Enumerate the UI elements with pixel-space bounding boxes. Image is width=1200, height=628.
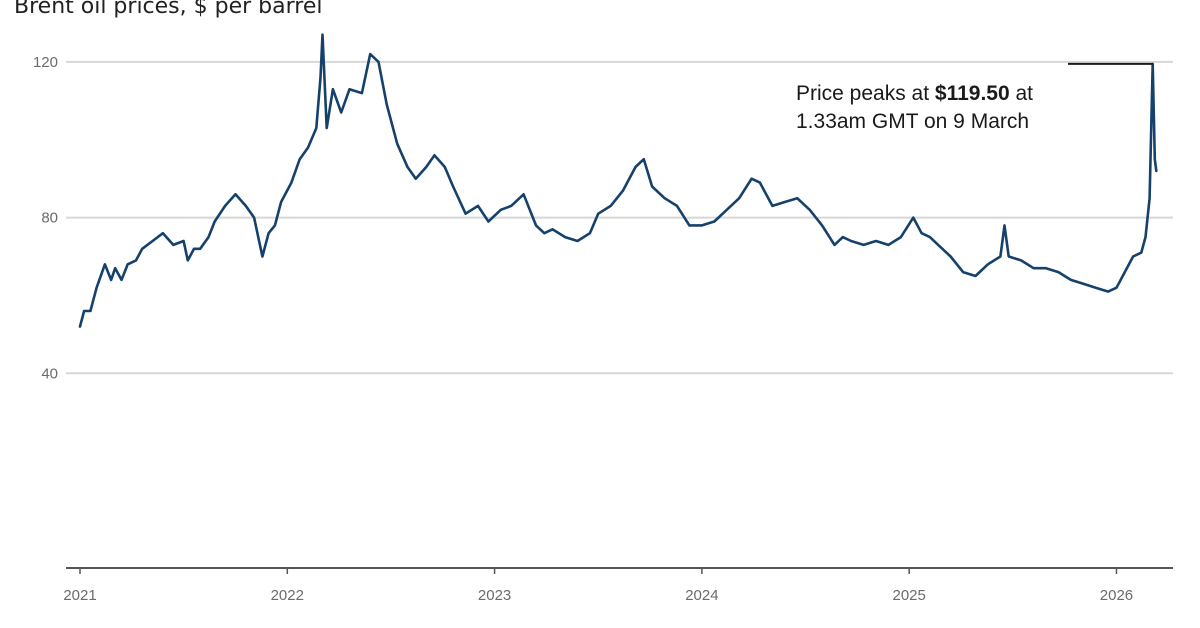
annotation-text-line2: 1.33am GMT on 9 March <box>796 110 1029 133</box>
y-tick-label-120: 120 <box>33 54 58 71</box>
x-tick-label-2025: 2025 <box>892 587 925 604</box>
x-axis-ticks: 2021 2022 2023 2024 2025 2026 <box>63 568 1133 604</box>
chart-title: Brent oil prices, $ per barrel <box>14 0 323 19</box>
y-tick-label-80: 80 <box>41 210 58 227</box>
y-axis-labels: 40 80 120 <box>33 54 58 382</box>
annotation-price: $119.50 <box>935 82 1010 105</box>
x-tick-label-2021: 2021 <box>63 587 96 604</box>
annotation-text-before: Price peaks at <box>796 82 935 105</box>
gridlines <box>66 60 1173 375</box>
peak-annotation: Price peaks at $119.50 at 1.33am GMT on … <box>796 62 1153 133</box>
x-tick-label-2024: 2024 <box>685 587 718 604</box>
x-tick-label-2022: 2022 <box>271 587 304 604</box>
series-layer <box>78 33 1158 328</box>
annotation-text-line1: Price peaks at $119.50 at <box>796 82 1033 105</box>
price-line-0 <box>78 33 1158 328</box>
y-tick-label-40: 40 <box>41 365 58 382</box>
x-tick-label-2023: 2023 <box>478 587 511 604</box>
annotation-text-after: at <box>1010 82 1034 105</box>
x-tick-label-2026: 2026 <box>1100 587 1133 604</box>
